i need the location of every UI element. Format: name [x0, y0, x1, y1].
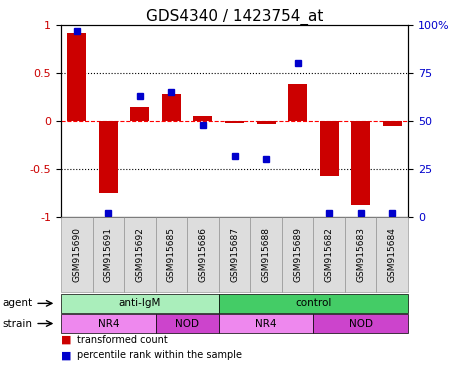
Bar: [130, 107, 149, 121]
Bar: [320, 121, 339, 176]
Text: GSM915684: GSM915684: [388, 227, 397, 282]
Text: GSM915683: GSM915683: [356, 227, 365, 282]
Text: strain: strain: [2, 318, 32, 329]
Bar: [67, 33, 86, 121]
Text: GSM915690: GSM915690: [72, 227, 81, 282]
Text: NR4: NR4: [255, 318, 277, 329]
Title: GDS4340 / 1423754_at: GDS4340 / 1423754_at: [146, 9, 323, 25]
Text: GSM915685: GSM915685: [167, 227, 176, 282]
Bar: [288, 84, 307, 121]
Text: GSM915686: GSM915686: [198, 227, 207, 282]
Bar: [162, 94, 181, 121]
Text: GSM915692: GSM915692: [136, 227, 144, 282]
Text: GSM915682: GSM915682: [325, 227, 333, 282]
Text: GSM915689: GSM915689: [293, 227, 302, 282]
Text: control: control: [295, 298, 332, 308]
Text: ■: ■: [61, 335, 71, 345]
Text: percentile rank within the sample: percentile rank within the sample: [77, 350, 242, 360]
Text: transformed count: transformed count: [77, 335, 168, 345]
Text: NOD: NOD: [175, 318, 199, 329]
Text: NOD: NOD: [349, 318, 373, 329]
Bar: [225, 121, 244, 123]
Text: GSM915687: GSM915687: [230, 227, 239, 282]
Text: anti-IgM: anti-IgM: [119, 298, 161, 308]
Bar: [194, 116, 212, 121]
Text: NR4: NR4: [98, 318, 119, 329]
Text: agent: agent: [2, 298, 32, 308]
Bar: [383, 121, 402, 126]
Bar: [351, 121, 370, 205]
Text: GSM915688: GSM915688: [262, 227, 271, 282]
Text: GSM915691: GSM915691: [104, 227, 113, 282]
Bar: [99, 121, 118, 193]
Text: ■: ■: [61, 350, 71, 360]
Bar: [257, 121, 275, 124]
